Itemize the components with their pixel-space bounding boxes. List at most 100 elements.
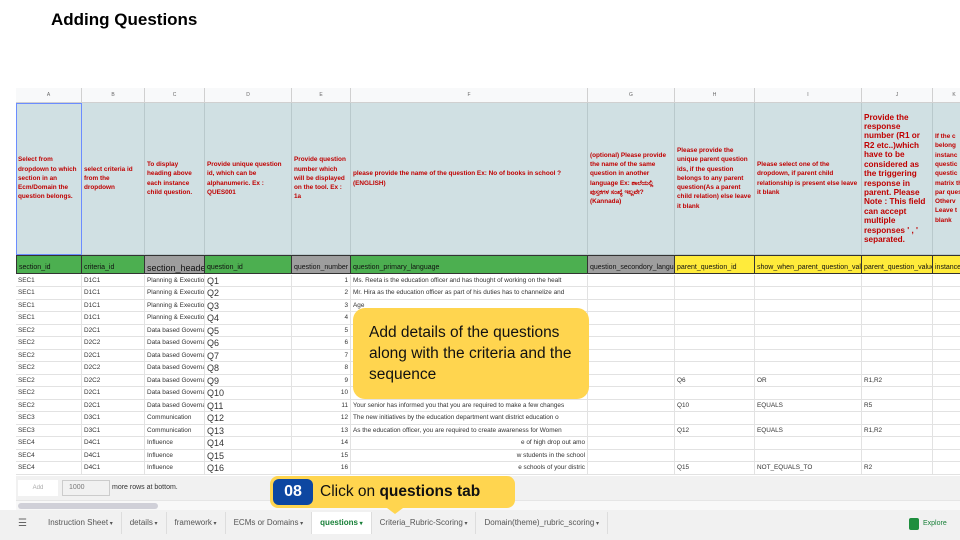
table-cell[interactable]: Q5	[205, 324, 292, 338]
table-cell[interactable]	[675, 275, 755, 288]
table-cell[interactable]: D3C1	[82, 424, 145, 438]
column-header-B[interactable]: B	[82, 88, 145, 103]
column-key-instance[interactable]: instance	[933, 255, 960, 274]
table-cell[interactable]: e of high drop out amo	[351, 437, 588, 450]
table-cell[interactable]: D4C1	[82, 449, 145, 463]
table-cell[interactable]: Q3	[205, 299, 292, 313]
table-cell[interactable]	[933, 362, 960, 375]
table-cell[interactable]: SEC4	[16, 462, 82, 475]
table-cell[interactable]	[588, 324, 675, 338]
table-cell[interactable]: Q9	[205, 374, 292, 388]
table-cell[interactable]	[862, 299, 933, 313]
table-cell[interactable]	[588, 424, 675, 438]
spreadsheet-grid[interactable]: A Select from dropdown to which section i…	[16, 88, 960, 500]
table-cell[interactable]	[675, 387, 755, 400]
table-cell[interactable]: 10	[292, 387, 351, 400]
table-cell[interactable]: 6	[292, 337, 351, 350]
table-cell[interactable]	[933, 425, 960, 438]
table-cell[interactable]	[933, 462, 960, 475]
tab-instruction-sheet[interactable]: Instruction Sheet ▾	[40, 512, 122, 534]
tab-dropdown-icon[interactable]: ▾	[594, 521, 599, 527]
table-cell[interactable]: Influence	[145, 462, 205, 475]
table-cell[interactable]	[675, 449, 755, 463]
table-cell[interactable]	[862, 387, 933, 400]
table-cell[interactable]	[675, 412, 755, 425]
table-cell[interactable]	[933, 350, 960, 363]
table-cell[interactable]: Q14	[205, 437, 292, 450]
table-cell[interactable]	[675, 349, 755, 363]
explore-button[interactable]: Explore	[905, 514, 947, 534]
table-cell[interactable]: SEC2	[16, 374, 82, 388]
table-cell[interactable]: Q10	[205, 387, 292, 400]
table-cell[interactable]: Q6	[205, 337, 292, 350]
tab-ecms-or-domains[interactable]: ECMs or Domains ▾	[226, 512, 313, 534]
table-cell[interactable]: NOT_EQUALS_TO	[755, 462, 862, 475]
table-cell[interactable]: EQUALS	[755, 399, 862, 413]
table-cell[interactable]: R2	[862, 462, 933, 475]
table-cell[interactable]	[675, 324, 755, 338]
table-cell[interactable]	[588, 462, 675, 475]
tab-criteria-rubric-scoring[interactable]: Criteria_Rubric-Scoring ▾	[372, 512, 477, 534]
table-cell[interactable]: 2	[292, 287, 351, 300]
column-key-parent-question-id[interactable]: parent_question_id	[675, 255, 755, 274]
table-cell[interactable]: 16	[292, 462, 351, 475]
table-cell[interactable]: 3	[292, 299, 351, 313]
table-cell[interactable]: w students in the school	[351, 449, 588, 463]
table-cell[interactable]: Q11	[205, 399, 292, 413]
tab-dropdown-icon[interactable]: ▾	[462, 521, 468, 527]
table-cell[interactable]	[933, 450, 960, 463]
table-cell[interactable]	[933, 325, 960, 338]
tab-questions[interactable]: questions ▾	[312, 512, 372, 534]
table-cell[interactable]	[933, 387, 960, 400]
table-cell[interactable]	[933, 412, 960, 425]
table-cell[interactable]: D1C1	[82, 287, 145, 300]
table-cell[interactable]: Q16	[205, 462, 292, 475]
table-cell[interactable]: OR	[755, 374, 862, 388]
table-cell[interactable]: D2C2	[82, 362, 145, 375]
tab-details[interactable]: details ▾	[122, 512, 167, 534]
column-header-F[interactable]: F	[351, 88, 588, 103]
table-cell[interactable]: D1C1	[82, 299, 145, 313]
table-cell[interactable]	[588, 362, 675, 375]
table-cell[interactable]: Q15	[205, 449, 292, 463]
table-cell[interactable]: D2C1	[82, 324, 145, 338]
table-cell[interactable]: SEC3	[16, 412, 82, 425]
table-cell[interactable]: R5	[862, 399, 933, 413]
column-header-J[interactable]: J	[862, 88, 933, 103]
table-cell[interactable]	[675, 287, 755, 300]
column-key-question-number[interactable]: question_number	[292, 255, 351, 274]
table-cell[interactable]	[755, 337, 862, 350]
table-cell[interactable]: Data based Governance	[145, 387, 205, 400]
table-cell[interactable]	[862, 287, 933, 300]
table-cell[interactable]	[862, 437, 933, 450]
table-cell[interactable]	[675, 437, 755, 450]
table-cell[interactable]	[755, 287, 862, 300]
table-cell[interactable]: R1,R2	[862, 374, 933, 388]
column-key-section-header[interactable]: section_header	[145, 255, 205, 274]
rows-count-input[interactable]: 1000	[62, 480, 110, 496]
table-cell[interactable]	[862, 275, 933, 288]
column-key-section-id[interactable]: section_id	[16, 255, 82, 274]
table-cell[interactable]: Data based Governance	[145, 362, 205, 375]
table-cell[interactable]: Influence	[145, 437, 205, 450]
table-cell[interactable]	[588, 312, 675, 325]
table-cell[interactable]: Planning & Execution	[145, 312, 205, 325]
table-cell[interactable]	[755, 275, 862, 288]
table-cell[interactable]: Q13	[205, 424, 292, 438]
table-cell[interactable]: Q6	[675, 374, 755, 388]
table-cell[interactable]: 7	[292, 349, 351, 363]
table-cell[interactable]: Q15	[675, 462, 755, 475]
table-cell[interactable]	[755, 349, 862, 363]
table-cell[interactable]	[862, 349, 933, 363]
table-cell[interactable]: 14	[292, 437, 351, 450]
table-cell[interactable]	[755, 449, 862, 463]
table-cell[interactable]: Q2	[205, 287, 292, 300]
table-cell[interactable]: Q10	[675, 399, 755, 413]
table-cell[interactable]: e schools of your distric	[351, 462, 588, 475]
table-cell[interactable]: D1C1	[82, 275, 145, 288]
table-cell[interactable]	[862, 362, 933, 375]
table-cell[interactable]	[933, 400, 960, 413]
table-cell[interactable]: Q8	[205, 362, 292, 375]
table-cell[interactable]: SEC4	[16, 449, 82, 463]
table-cell[interactable]	[862, 412, 933, 425]
